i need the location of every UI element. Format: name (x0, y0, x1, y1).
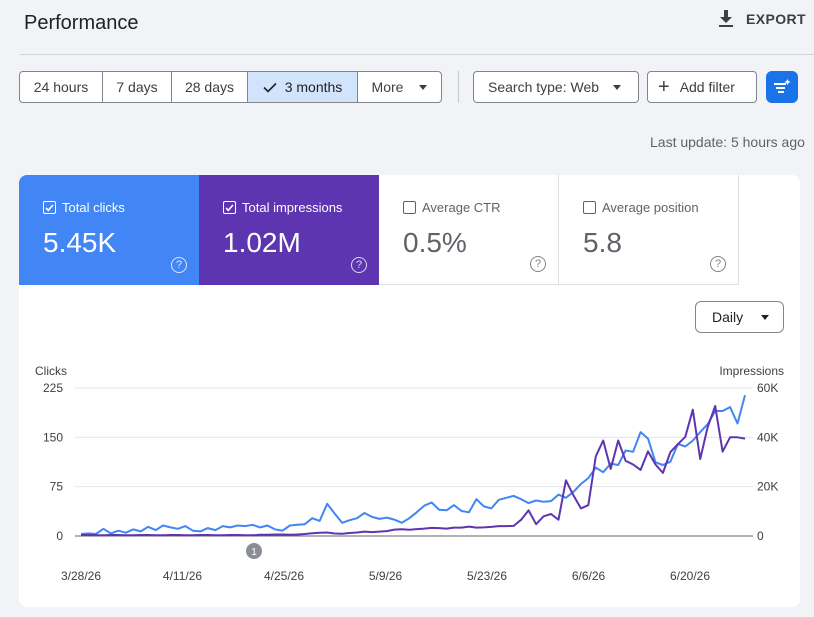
metric-value: 5.45K (43, 227, 117, 258)
chart-axis-labels: 0 0 75 20K 150 40K 225 60K Clicks Impressions 3/28… (35, 364, 784, 583)
x-tick-label: 4/25/26 (264, 569, 304, 583)
header-divider (20, 54, 814, 55)
help-icon[interactable]: ? (351, 257, 367, 273)
metric-value: 5.8 (583, 227, 622, 258)
range-more-dropdown[interactable]: More (358, 72, 441, 102)
annotation-label: 1 (251, 547, 257, 558)
export-button[interactable]: EXPORT (718, 10, 806, 28)
right-tick-label: 0 (757, 529, 764, 543)
right-tick-label: 60K (757, 381, 778, 395)
metric-value: 1.02M (223, 227, 301, 258)
metric-average-ctr[interactable]: Average CTR 0.5% ? (379, 175, 559, 285)
performance-card: Total clicks 5.45K ? Total impressions 1… (19, 175, 800, 607)
chevron-down-icon (761, 314, 770, 320)
checkbox-checked-icon[interactable] (223, 201, 236, 214)
left-axis-title: Clicks (35, 364, 67, 378)
last-update-text: Last update: 5 hours ago (650, 134, 805, 150)
checkmark-icon (263, 82, 277, 93)
left-tick-label: 225 (43, 381, 63, 395)
x-tick-label: 3/28/26 (61, 569, 101, 583)
help-icon[interactable]: ? (530, 256, 546, 272)
x-tick-label: 4/11/26 (163, 569, 202, 583)
checkbox-checked-icon[interactable] (43, 201, 56, 214)
metric-label: Average position (602, 200, 699, 215)
download-icon (719, 10, 734, 27)
left-tick-label: 75 (50, 480, 64, 494)
right-tick-label: 40K (757, 430, 778, 444)
filter-sparkle-icon (774, 79, 791, 93)
metric-total-clicks[interactable]: Total clicks 5.45K ? (19, 175, 199, 285)
right-axis-title: Impressions (719, 364, 784, 378)
page-header: Performance EXPORT (0, 0, 814, 54)
checkbox-unchecked-icon[interactable] (583, 201, 596, 214)
plus-icon: + (658, 76, 670, 98)
x-tick-label: 6/20/26 (670, 569, 710, 583)
x-tick-label: 5/23/26 (467, 569, 507, 583)
left-tick-label: 0 (56, 529, 63, 543)
x-tick-label: 5/9/26 (369, 569, 403, 583)
metric-label: Total impressions (242, 200, 343, 215)
x-tick-label: 6/6/26 (572, 569, 606, 583)
annotation-marker (246, 543, 262, 559)
date-range-selector: 24 hours 7 days 28 days 3 months More (19, 71, 442, 103)
chart-series (80, 394, 746, 537)
range-24-hours[interactable]: 24 hours (20, 72, 103, 102)
range-28-days[interactable]: 28 days (172, 72, 248, 102)
chevron-down-icon (419, 84, 428, 90)
range-3-months[interactable]: 3 months (248, 72, 358, 102)
range-7-days[interactable]: 7 days (103, 72, 172, 102)
help-icon[interactable]: ? (710, 256, 726, 272)
search-type-dropdown[interactable]: Search type: Web (473, 71, 639, 103)
metric-label: Average CTR (422, 200, 501, 215)
metric-label: Total clicks (62, 200, 125, 215)
granularity-dropdown[interactable]: Daily (695, 301, 784, 333)
metric-total-impressions[interactable]: Total impressions 1.02M ? (199, 175, 379, 285)
metric-value: 0.5% (403, 227, 467, 258)
metric-average-position[interactable]: Average position 5.8 ? (559, 175, 739, 285)
clicks-line (80, 394, 746, 535)
performance-chart: 0 0 75 20K 150 40K 225 60K Clicks Impressions 3/28… (35, 364, 784, 583)
left-tick-label: 150 (43, 430, 63, 444)
export-label: EXPORT (746, 11, 806, 27)
filter-settings-button[interactable] (766, 71, 798, 103)
right-tick-label: 20K (757, 480, 778, 494)
add-filter-button[interactable]: + Add filter (647, 71, 757, 103)
chevron-down-icon (613, 84, 622, 90)
impressions-line (81, 405, 746, 537)
chart-annotation: 1 (246, 543, 262, 559)
help-icon[interactable]: ? (171, 257, 187, 273)
checkbox-unchecked-icon[interactable] (403, 201, 416, 214)
page-title: Performance (24, 12, 139, 34)
filter-divider (458, 71, 459, 103)
